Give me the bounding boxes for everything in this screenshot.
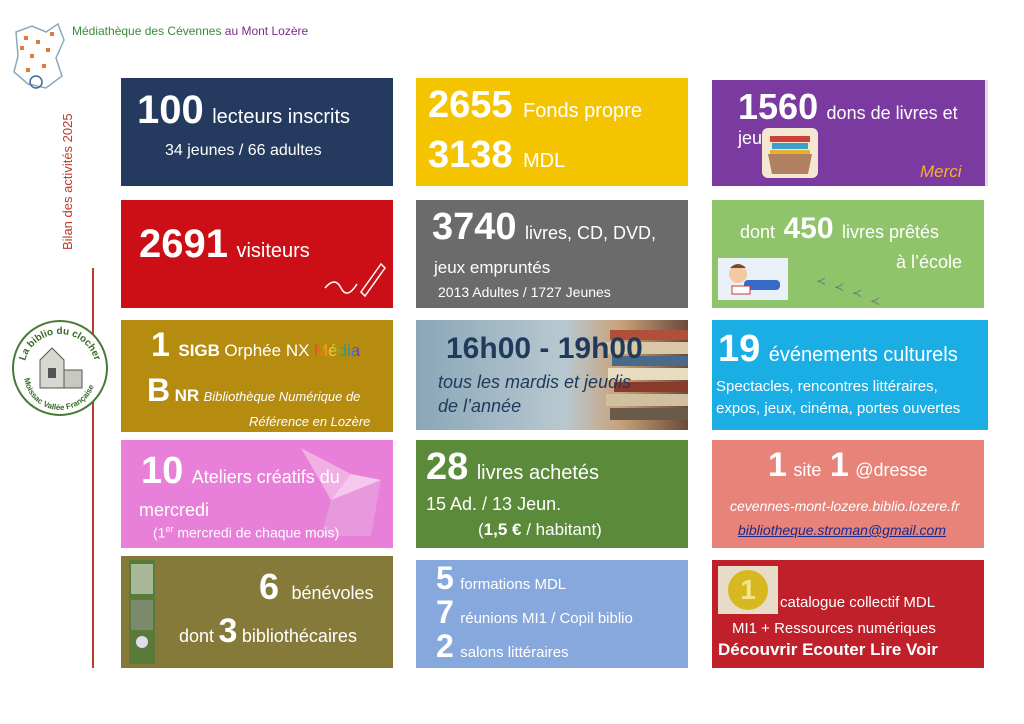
tile-school: dont 450 livres prêtés à l’école ≺ ≺ ≺ ≺ xyxy=(712,200,984,308)
brochure-image xyxy=(129,560,155,664)
bnr-text-2: Référence en Lozère xyxy=(249,414,371,429)
loans-label-2: jeux empruntés xyxy=(434,258,551,277)
bnr-letters: NR xyxy=(174,386,200,405)
bnr-text: Bibliothèque Numérique de xyxy=(203,389,361,404)
tile-workshops: 10 Ateliers créatifs du mercredi (1er me… xyxy=(121,440,393,548)
address-label: @dresse xyxy=(855,460,928,480)
catalogue-label-1: catalogue collectif MDL xyxy=(780,594,936,611)
readers-label: lecteurs inscrits xyxy=(212,106,351,128)
librarians-number: 3 xyxy=(218,612,238,650)
hours-detail-2: de l’année xyxy=(438,396,522,416)
title-part1: Médiathèque des Cévennes xyxy=(72,24,222,38)
tile-catalogue: 1 catalogue collectif MDL MI1 + Ressourc… xyxy=(712,560,984,668)
purchases-price: (1,5 € / habitant) xyxy=(478,520,602,540)
meetings-number: 7 xyxy=(436,594,454,630)
catalogue-label-2: MI1 + Ressources numériques xyxy=(732,620,936,637)
volunteers-label: bénévoles xyxy=(291,583,374,603)
site-number: 1 xyxy=(768,446,787,484)
site-label: site xyxy=(793,460,822,480)
tile-readers: 100 lecteurs inscrits 34 jeunes / 66 adu… xyxy=(121,78,393,186)
tile-visitors: 2691 visiteurs xyxy=(121,200,393,308)
catalogue-badge: 1 xyxy=(718,566,778,614)
tile-trainings: 5 formations MDL 7 réunions MI1 / Copil … xyxy=(416,560,688,668)
page-title: Médiathèque des Cévennes au Mont Lozère xyxy=(72,24,308,38)
collection-number-2: 3138 xyxy=(428,134,513,176)
origami-bird-image xyxy=(261,440,393,548)
reading-child-icon xyxy=(718,258,788,300)
sigb-number: 1 xyxy=(151,326,170,364)
school-number: 450 xyxy=(783,212,834,245)
purchases-label: livres achetés xyxy=(476,462,600,484)
tile-collection: 2655 Fonds propre 3138 MDL xyxy=(416,78,688,186)
map-logo xyxy=(6,18,70,94)
catalogue-label-3: Découvrir Ecouter Lire Voir xyxy=(718,640,938,659)
book-box-icon xyxy=(762,128,818,178)
workshops-note-post: mercredi de chaque mois) xyxy=(177,524,340,541)
readers-detail: 34 jeunes / 66 adultes xyxy=(165,142,322,159)
events-label: événements culturels xyxy=(768,344,958,366)
contact-email-link[interactable]: bibliotheque.stroman@gmail.com xyxy=(738,522,946,538)
footprints-icon: ≺ ≺ ≺ ≺ xyxy=(816,274,881,308)
purchases-price-value: 1,5 € xyxy=(483,520,522,539)
trainings-number: 5 xyxy=(436,560,454,596)
donations-thanks: Merci xyxy=(920,162,962,181)
purchases-number: 28 xyxy=(426,446,469,488)
vertical-divider xyxy=(92,268,94,668)
workshops-label-2: mercredi xyxy=(139,500,210,520)
workshops-note: (1er mercredi de chaque mois) xyxy=(153,524,339,541)
tile-volunteers: 6 bénévoles dont 3 bibliothécaires xyxy=(121,556,393,668)
readers-number: 100 xyxy=(137,88,204,132)
purchases-detail: 15 Ad. / 13 Jeun. xyxy=(426,494,562,514)
biblio-logo: La biblio du clocher Moissac Vallée Fran… xyxy=(10,318,110,418)
workshops-note-sup: er xyxy=(165,524,174,534)
title-part2: au Mont Lozère xyxy=(224,24,309,38)
visitors-label: visiteurs xyxy=(236,240,310,262)
loans-label: livres, CD, DVD, xyxy=(525,223,657,243)
collection-number-1: 2655 xyxy=(428,84,513,126)
workshops-number: 10 xyxy=(141,450,184,492)
collection-label-1: Fonds propre xyxy=(523,100,642,122)
address-number: 1 xyxy=(829,446,849,484)
tile-loans: 3740 livres, CD, DVD, jeux empruntés 201… xyxy=(416,200,688,308)
collection-label-2: MDL xyxy=(523,150,566,172)
volunteers-pre: dont xyxy=(179,626,215,646)
loans-detail: 2013 Adultes / 1727 Jeunes xyxy=(438,284,611,300)
tile-events: 19 événements culturels Spectacles, renc… xyxy=(712,320,988,430)
workshops-note-pre: (1 xyxy=(153,524,166,541)
meetings-label: réunions MI1 / Copil biblio xyxy=(460,610,633,627)
donations-number: 1560 xyxy=(738,86,819,127)
purchases-price-post: / habitant) xyxy=(526,520,602,539)
sigb-label: SIGB xyxy=(178,341,220,360)
school-label-2: à l’école xyxy=(896,252,963,272)
librarians-label: bibliothécaires xyxy=(241,626,357,646)
events-detail-2: expos, jeux, cinéma, portes ouvertes xyxy=(716,400,961,417)
loans-number: 3740 xyxy=(432,206,517,248)
workshops-label: Ateliers créatifs du xyxy=(191,467,340,487)
fairs-label: salons littéraires xyxy=(460,644,569,661)
site-url[interactable]: cevennes-mont-lozere.biblio.lozere.fr xyxy=(730,498,960,514)
events-detail: Spectacles, rencontres littéraires, xyxy=(716,378,938,395)
sigb-product: Orphée NX xyxy=(224,341,310,360)
tile-donations: 1560 dons de livres et jeux Merci xyxy=(712,80,988,186)
volunteers-number: 6 xyxy=(259,566,280,607)
visitors-number: 2691 xyxy=(139,222,228,266)
vertical-title: Bilan des activités 2025 xyxy=(60,113,75,250)
hours-time: 16h00 - 19h00 xyxy=(446,332,643,365)
catalogue-badge-number: 1 xyxy=(740,574,756,605)
fairs-number: 2 xyxy=(436,628,454,664)
pen-signature-icon xyxy=(321,254,387,300)
tile-hours: 16h00 - 19h00 tous les mardis et jeudis … xyxy=(416,320,688,430)
books-stack-image xyxy=(606,320,688,430)
tile-sigb: 1 SIGB Orphée NX Média B NR Bibliothèque… xyxy=(121,320,393,432)
hours-detail: tous les mardis et jeudis xyxy=(438,372,632,392)
sigb-media: Média xyxy=(313,341,361,360)
bnr-letter-b: B xyxy=(147,372,171,408)
events-number: 19 xyxy=(718,328,761,370)
tile-site: 1 site 1 @dresse cevennes-mont-lozere.bi… xyxy=(712,440,984,548)
school-prefix: dont xyxy=(740,222,776,242)
school-label: livres prêtés xyxy=(842,222,940,242)
trainings-label: formations MDL xyxy=(460,576,567,593)
purchases-price-pre: ( xyxy=(478,520,484,539)
tile-purchases: 28 livres achetés 15 Ad. / 13 Jeun. (1,5… xyxy=(416,440,688,548)
